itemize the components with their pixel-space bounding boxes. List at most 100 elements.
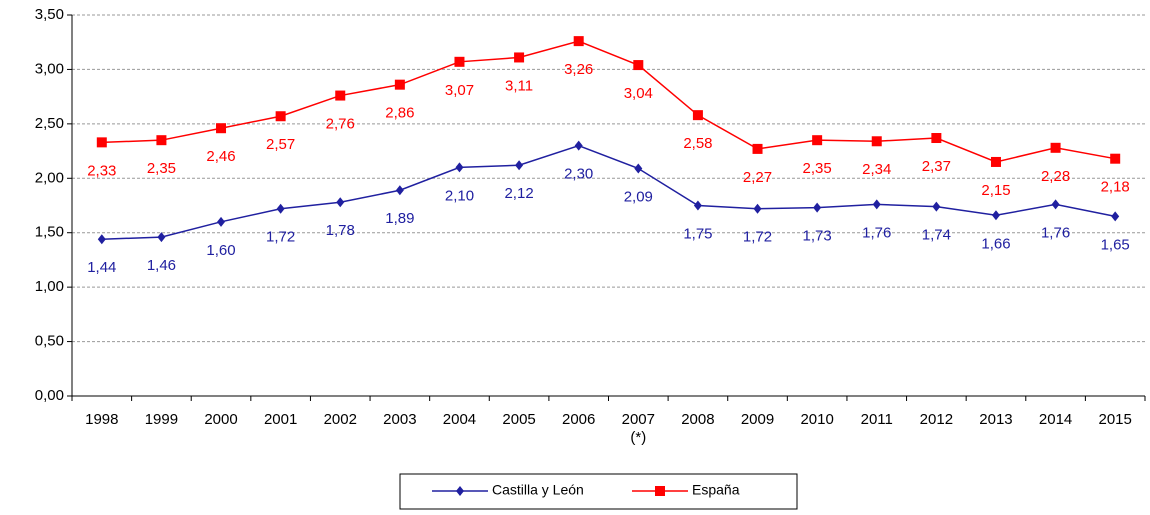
data-label: 1,65: [1101, 236, 1130, 253]
marker: [573, 36, 584, 47]
marker: [752, 143, 763, 154]
marker: [753, 203, 762, 214]
y-tick-label: 1,00: [35, 278, 64, 295]
x-tick-label: 1999: [145, 411, 178, 428]
data-label: 3,07: [445, 82, 474, 99]
marker: [871, 136, 882, 147]
x-tick-label: 2013: [979, 411, 1012, 428]
marker: [454, 56, 465, 67]
x-tick-label: 2012: [920, 411, 953, 428]
x-tick-label: 2002: [324, 411, 357, 428]
data-label: 2,37: [922, 158, 951, 175]
marker: [634, 163, 643, 174]
x-tick-label: 2009: [741, 411, 774, 428]
marker: [157, 232, 166, 243]
x-tick-label: 2000: [204, 411, 237, 428]
marker: [216, 123, 227, 134]
data-label: 2,12: [504, 185, 533, 202]
data-label: 1,76: [862, 224, 891, 241]
marker: [574, 140, 583, 151]
y-tick-label: 3,50: [35, 6, 64, 23]
data-label: 3,26: [564, 61, 593, 78]
y-tick-label: 1,50: [35, 224, 64, 241]
data-label: 2,27: [743, 169, 772, 186]
marker: [1110, 153, 1121, 164]
marker: [96, 137, 107, 148]
marker: [932, 201, 941, 212]
data-label: 2,28: [1041, 168, 1070, 185]
data-label: 1,76: [1041, 224, 1070, 241]
x-tick-label: 2003: [383, 411, 416, 428]
marker: [1111, 211, 1120, 222]
data-label: 1,74: [922, 227, 951, 244]
marker: [990, 156, 1001, 167]
x-tick-label: 2008: [681, 411, 714, 428]
series-line: [101, 144, 1116, 240]
marker: [217, 216, 226, 227]
data-label: 1,44: [87, 259, 116, 276]
data-label: 2,57: [266, 136, 295, 153]
legend-label: España: [692, 482, 740, 498]
data-label: 1,78: [326, 222, 355, 239]
data-label: 2,34: [862, 161, 891, 178]
data-label: 1,72: [743, 229, 772, 246]
data-label: 2,18: [1101, 179, 1130, 196]
marker: [872, 199, 881, 210]
y-tick-label: 0,00: [35, 387, 64, 404]
legend-label: Castilla y León: [492, 482, 584, 498]
x-tick-label: 2007 (*): [622, 411, 655, 446]
x-tick-label: 2010: [800, 411, 833, 428]
data-label: 2,46: [206, 148, 235, 165]
y-tick-label: 0,50: [35, 333, 64, 350]
data-label: 3,04: [624, 85, 653, 102]
data-label: 1,72: [266, 229, 295, 246]
marker: [813, 202, 822, 213]
marker: [931, 133, 942, 144]
y-tick-label: 2,50: [35, 115, 64, 132]
marker: [97, 234, 106, 245]
data-label: 1,89: [385, 210, 414, 227]
marker: [655, 486, 665, 496]
data-label: 1,66: [981, 235, 1010, 252]
marker: [335, 90, 346, 101]
marker: [693, 200, 702, 211]
marker: [156, 135, 167, 146]
marker: [991, 210, 1000, 221]
marker: [515, 160, 524, 171]
marker: [455, 162, 464, 173]
data-label: 2,86: [385, 105, 414, 122]
marker: [395, 185, 404, 196]
marker: [276, 203, 285, 214]
data-label: 1,46: [147, 257, 176, 274]
x-tick-label: 2015: [1099, 411, 1132, 428]
y-tick-label: 3,00: [35, 60, 64, 77]
marker: [1051, 199, 1060, 210]
series-line: [101, 40, 1116, 163]
x-tick-label: 2004: [443, 411, 476, 428]
data-label: 1,73: [803, 228, 832, 245]
marker: [633, 60, 644, 71]
data-label: 2,15: [981, 182, 1010, 199]
marker: [275, 111, 286, 122]
data-label: 2,30: [564, 166, 593, 183]
x-tick-label: 1998: [85, 411, 118, 428]
y-tick-label: 2,00: [35, 169, 64, 186]
marker: [336, 197, 345, 208]
data-label: 3,11: [505, 77, 533, 94]
data-label: 2,35: [803, 160, 832, 177]
marker: [394, 79, 405, 90]
x-tick-label: 2014: [1039, 411, 1072, 428]
x-tick-label: 2005: [502, 411, 535, 428]
data-label: 1,60: [206, 242, 235, 259]
data-label: 2,10: [445, 187, 474, 204]
x-tick-label: 2001: [264, 411, 297, 428]
data-label: 2,76: [326, 116, 355, 133]
x-tick-label: 2011: [861, 411, 893, 428]
marker: [514, 52, 525, 63]
data-label: 2,33: [87, 162, 116, 179]
x-tick-label: 2006: [562, 411, 595, 428]
data-label: 1,75: [683, 225, 712, 242]
data-label: 2,35: [147, 160, 176, 177]
marker: [456, 486, 464, 496]
